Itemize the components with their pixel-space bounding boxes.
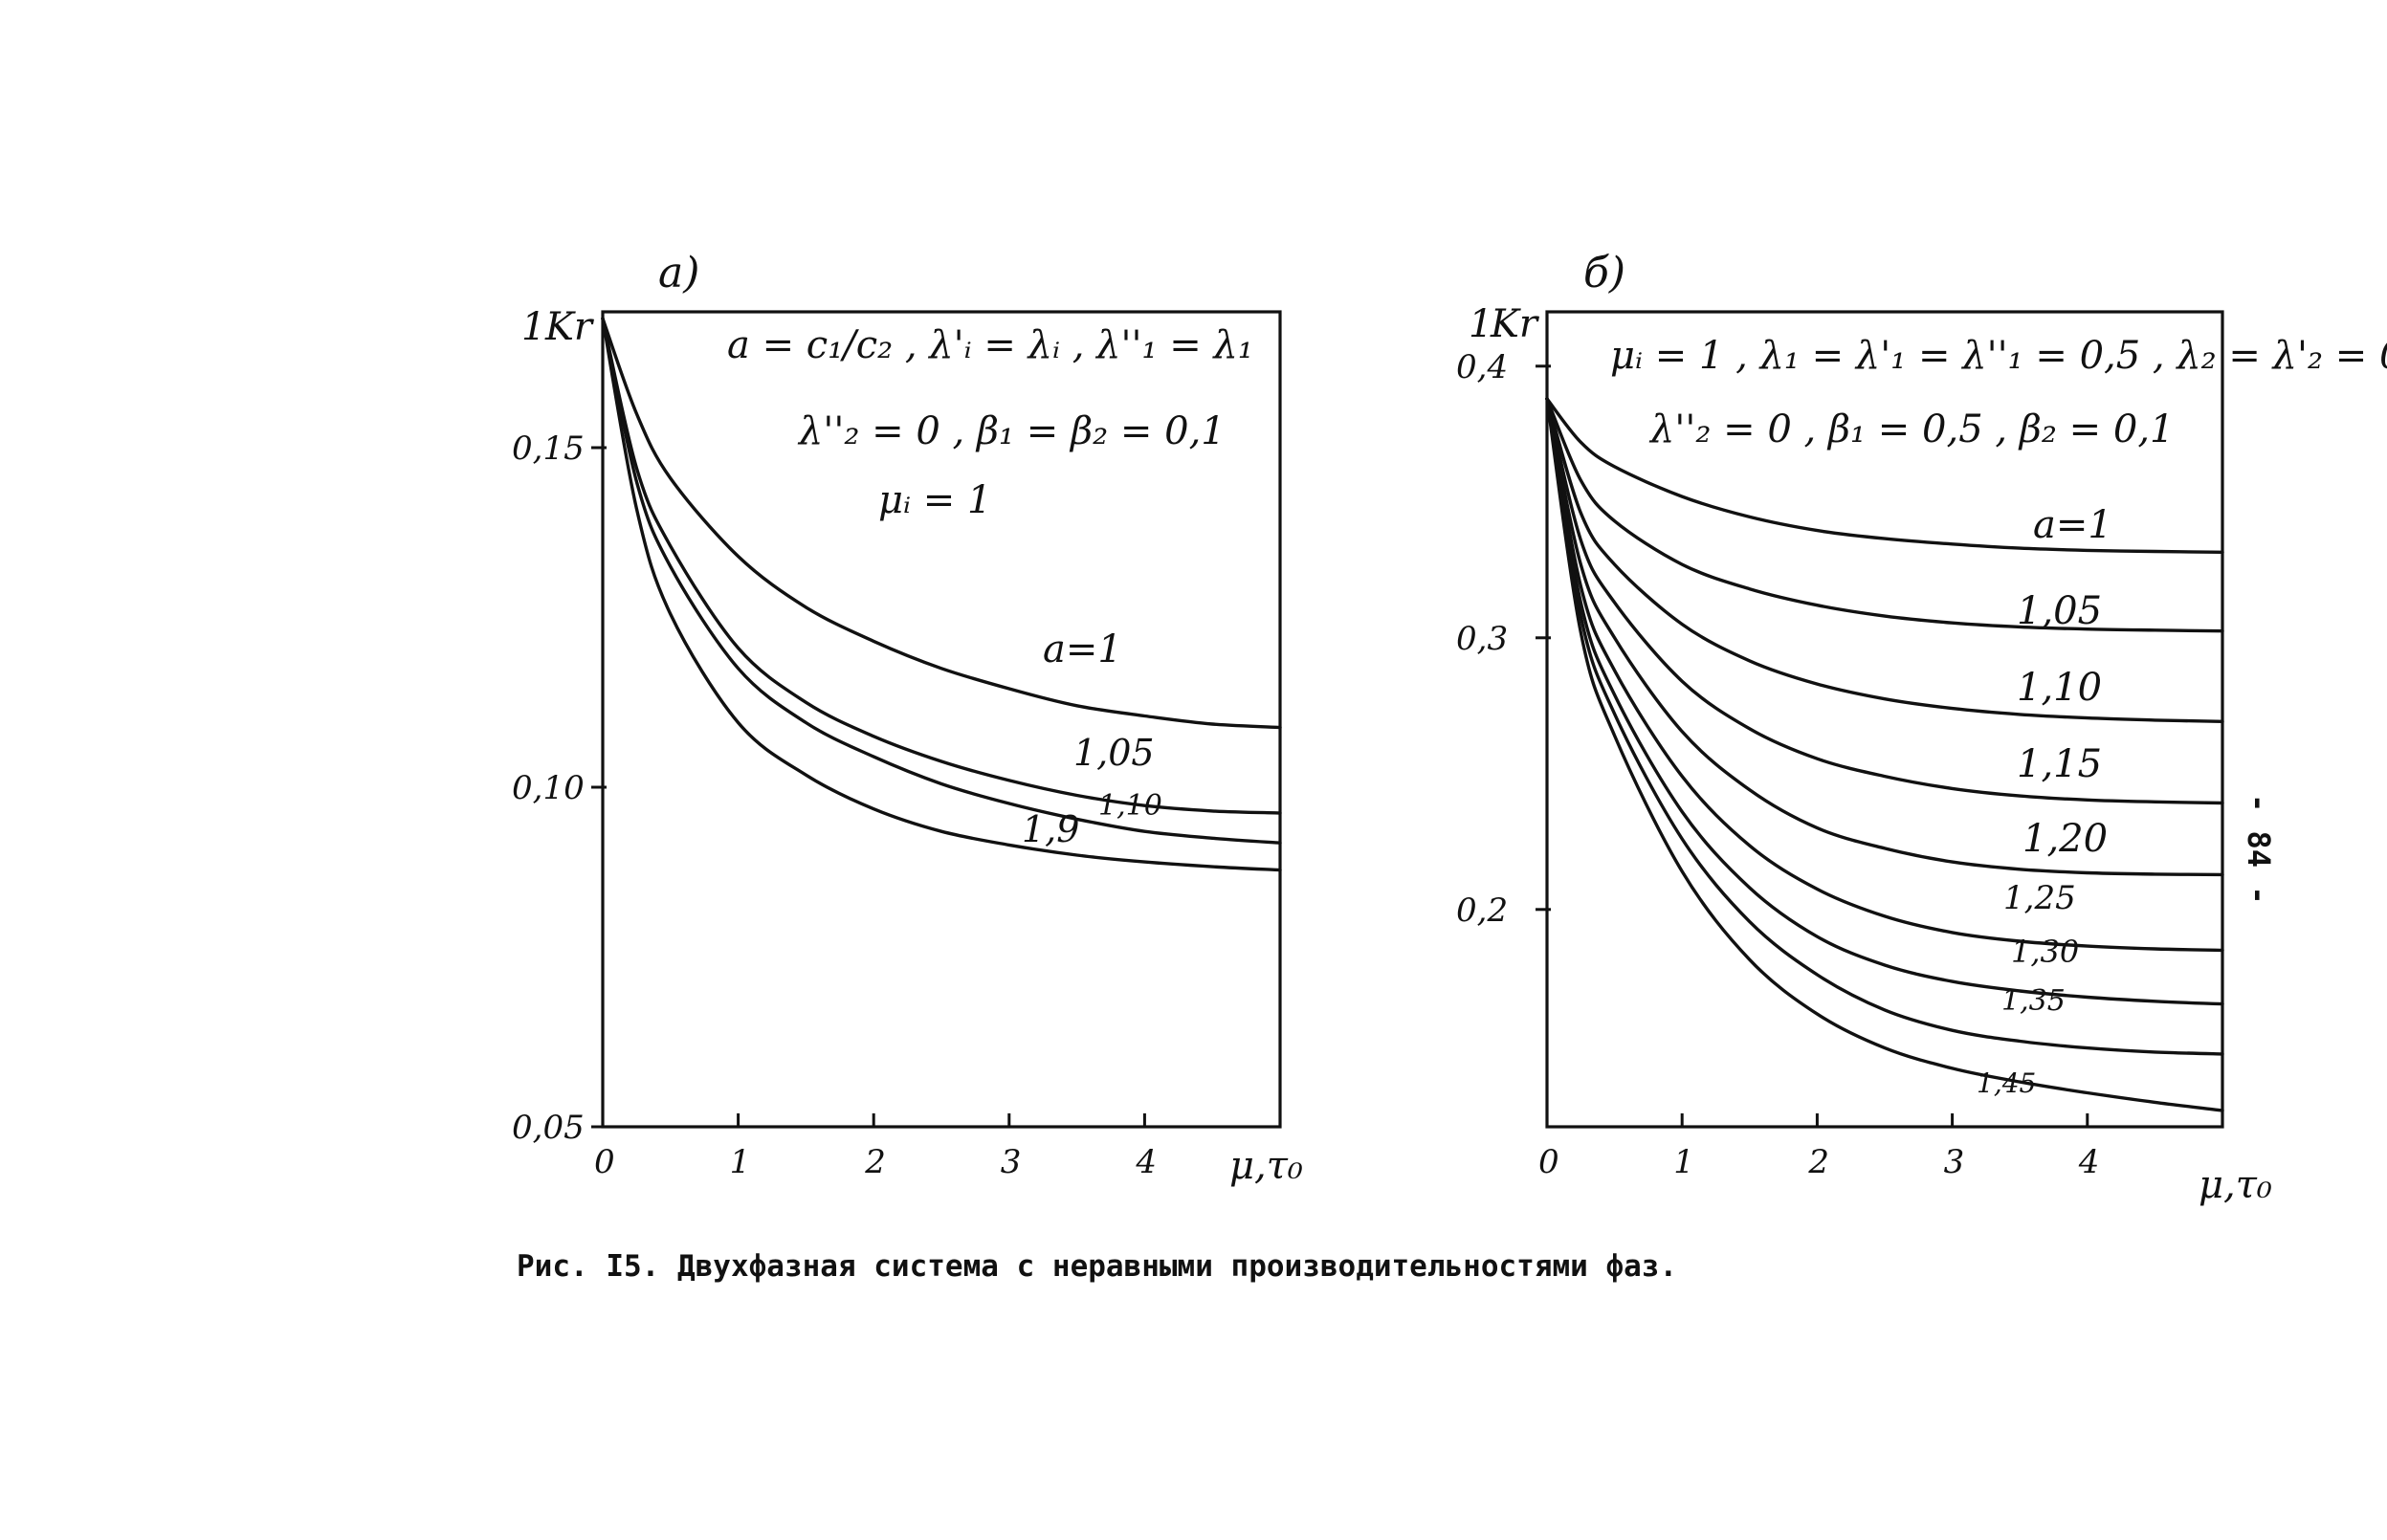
x-tick-label: 2	[864, 1143, 886, 1181]
series-label: 1,10	[1098, 789, 1162, 823]
plot-frame	[601, 310, 1282, 1129]
panel-label: a)	[658, 249, 699, 297]
y-tick-label: 0,10	[512, 769, 585, 807]
series-label: 1,25	[2003, 879, 2076, 917]
series-line-3	[601, 317, 1282, 845]
y-tick-label: 0,05	[512, 1109, 585, 1147]
series-line-1	[1545, 397, 2224, 554]
y-axis-label: Kr	[544, 305, 595, 349]
series-line-2	[601, 317, 1282, 815]
y-tick-label: 0,15	[512, 429, 585, 468]
series-line-4	[1545, 397, 2224, 805]
x-tick-label: 0	[1538, 1143, 1559, 1181]
x-tick-label: 1	[730, 1143, 751, 1181]
series-line-9	[1545, 397, 2224, 1112]
parameter-annotation: μᵢ = 1	[878, 478, 991, 522]
series-label: 1,10	[2017, 666, 2102, 710]
series-line-6	[1545, 397, 2224, 953]
series-label: 1,05	[2017, 589, 2102, 633]
figure-caption: Рис. I5. Двухфазная система с неравными …	[517, 1249, 1678, 1284]
x-tick-label: 0	[594, 1143, 615, 1181]
series-label: 1,05	[1073, 732, 1155, 774]
series-line-2	[1545, 397, 2224, 633]
y-tick-label: 0,3	[1456, 620, 1508, 658]
parameter-annotation: μᵢ = 1 , λ₁ = λ'₁ = λ''₁ = 0,5 , λ₂ = λ'…	[1610, 334, 2387, 378]
series-line-4	[601, 317, 1282, 872]
series-label: a=1	[2033, 503, 2112, 547]
parameter-annotation: a = c₁/c₂ , λ'ᵢ = λᵢ , λ''₁ = λ₁	[727, 323, 1253, 367]
panel-label: б)	[1583, 249, 1625, 297]
series-label: 1,20	[2022, 817, 2108, 861]
x-tick-label: 4	[1135, 1143, 1157, 1181]
series-label: 1,30	[2011, 934, 2079, 970]
series-label: 1,45	[1977, 1067, 2036, 1099]
series-line-5	[1545, 397, 2224, 877]
series-line-1	[601, 317, 1282, 730]
x-tick-label: 2	[1807, 1143, 1829, 1181]
x-tick-label: 4	[2078, 1143, 2100, 1181]
y-axis-origin-label: 1	[1469, 302, 1492, 346]
y-axis-label: Kr	[1490, 302, 1540, 346]
y-tick-label: 0,2	[1456, 891, 1508, 930]
x-tick-label: 3	[1944, 1143, 1965, 1181]
series-line-7	[1545, 397, 2224, 1006]
series-line-8	[1545, 397, 2224, 1056]
y-tick-label: 0,4	[1456, 348, 1508, 386]
x-tick-label: 1	[1673, 1143, 1694, 1181]
y-axis-origin-label: 1	[521, 305, 545, 349]
plot-frame	[1545, 310, 2224, 1129]
page-number: - 84 -	[2241, 794, 2277, 905]
series-label: 1,15	[2017, 742, 2102, 786]
parameter-annotation: λ''₂ = 0 , β₁ = β₂ = 0,1	[797, 409, 1226, 453]
series-label: 1,35	[2001, 984, 2066, 1018]
series-label: 1,9	[1022, 808, 1079, 850]
series-label: a=1	[1043, 627, 1122, 671]
parameter-annotation: λ''₂ = 0 , β₁ = 0,5 , β₂ = 0,1	[1648, 407, 2175, 451]
x-axis-label: μ,τ₀	[1229, 1144, 1303, 1188]
x-tick-label: 3	[1001, 1143, 1022, 1181]
x-axis-label: μ,τ₀	[2199, 1163, 2272, 1207]
series-line-3	[1545, 397, 2224, 723]
chart-a: 0 1 2 3 40,050,100,151 Krμ,τ₀a)a = c₁/c₂ , λ'…	[512, 249, 1303, 1188]
